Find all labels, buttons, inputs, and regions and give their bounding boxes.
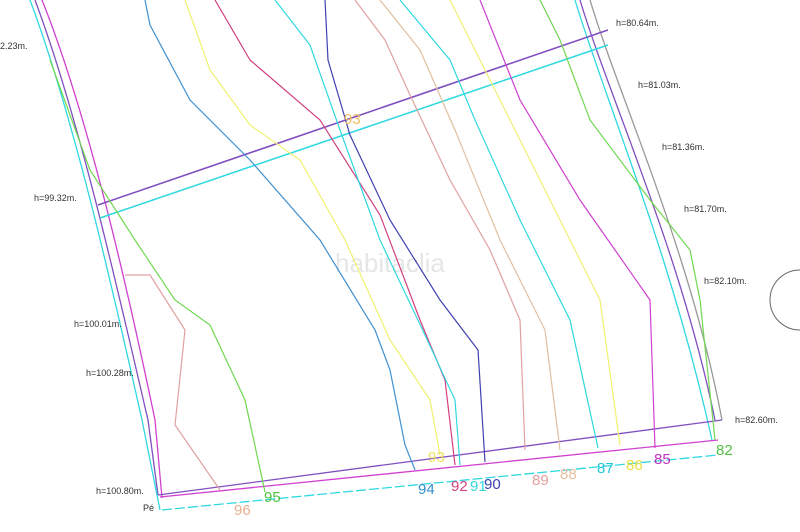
- partial-circle: [769, 269, 800, 331]
- height-label: h=100.80m.: [96, 486, 144, 496]
- height-label: h=80.64m.: [616, 18, 659, 28]
- contour-label: 87: [597, 460, 614, 477]
- contour-label: 89: [532, 472, 549, 489]
- contour-label: 91: [470, 478, 487, 495]
- contour-label: 93: [428, 449, 445, 466]
- contour-label: 96: [234, 502, 251, 519]
- contour-label: 95: [264, 489, 281, 506]
- contour-lines: [49, 0, 716, 493]
- contour-label: 82: [716, 442, 733, 459]
- height-label: h=99.32m.: [34, 193, 77, 203]
- watermark: habitaclia: [335, 248, 445, 278]
- contour-label: 86: [626, 457, 643, 474]
- point-label: Pé: [143, 503, 154, 513]
- height-label: h=81.03m.: [638, 80, 681, 90]
- contour-label: 92: [451, 478, 468, 495]
- contour-label: 88: [560, 466, 577, 483]
- height-label: h=82.10m.: [704, 276, 747, 286]
- contour-label: 90: [484, 476, 501, 493]
- height-label: 2.23m.: [0, 41, 28, 51]
- height-label: h=81.36m.: [662, 142, 705, 152]
- height-label: h=82.60m.: [735, 415, 778, 425]
- contour-label: 94: [418, 481, 435, 498]
- contour-label: 85: [654, 451, 671, 468]
- contour-label: 93: [344, 111, 361, 128]
- height-label: h=100.01m.: [74, 319, 122, 329]
- height-label: h=81.70m.: [684, 204, 727, 214]
- height-label: h=100.28m.: [86, 368, 134, 378]
